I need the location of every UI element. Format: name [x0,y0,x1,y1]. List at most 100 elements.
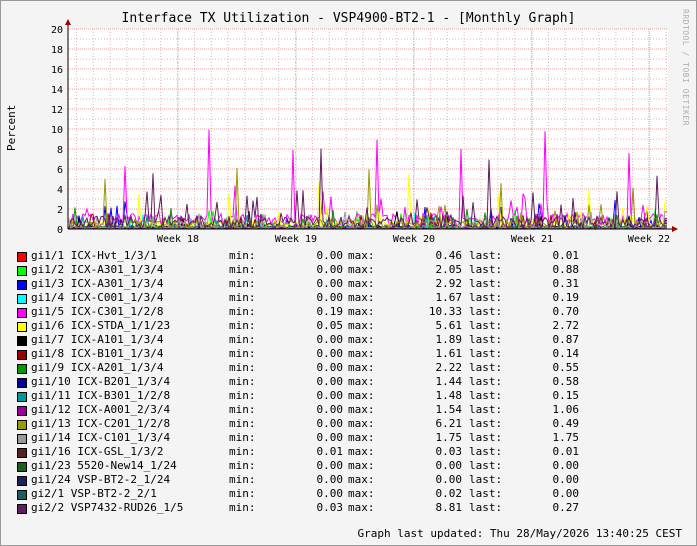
legend-swatch [17,350,27,360]
legend-min-value: 0.00 [316,403,344,416]
rrdtool-watermark: RRDTOOL / TOBI OETIKER [681,9,690,126]
legend-max-value: 1.44 [435,375,463,388]
legend-last-value: 0.58 [552,375,580,388]
x-axis-arrow [672,226,678,232]
legend-max-label: max: [348,473,375,486]
legend-last-label: last: [469,277,503,290]
legend-min-label: min: [229,361,256,374]
x-tick-label: Week 22 [628,234,670,245]
legend-max-value: 6.21 [435,417,463,430]
legend-min-label: min: [229,403,256,416]
legend-max-value: 0.00 [435,459,463,472]
y-tick-label: 2 [57,205,63,216]
legend-min-label: min: [229,389,256,402]
legend-max-value: 10.33 [428,305,462,318]
legend-swatch [17,504,27,514]
legend-min-label: min: [229,459,256,472]
legend-min-label: min: [229,375,256,388]
legend-last-label: last: [469,361,503,374]
y-tick-label: 8 [57,145,63,156]
legend-series-name: gi2/1 VSP-BT2-2_2/1 [31,487,157,500]
y-tick-label: 12 [51,105,63,116]
legend-min-label: min: [229,291,256,304]
legend-swatch [17,364,27,374]
legend-min-value: 0.00 [316,333,344,346]
legend-max-value: 8.81 [435,501,463,514]
legend-last-value: 0.88 [552,263,580,276]
legend-min-value: 0.05 [316,319,344,332]
legend-series-name: gi1/6 ICX-STDA_1/1/23 [31,319,171,332]
legend-max-value: 1.61 [435,347,463,360]
legend-min-label: min: [229,249,256,262]
legend-swatch [17,280,27,290]
chart-title: Interface TX Utilization - VSP4900-BT2-1… [121,11,576,26]
legend-max-label: max: [348,417,375,430]
legend-max-value: 1.67 [435,291,463,304]
x-tick-label: Week 19 [275,234,317,245]
legend-series-name: gi1/13 ICX-C201_1/2/8 [31,417,171,430]
legend-series-name: gi1/2 ICX-A301_1/3/4 [31,263,164,276]
legend-max-label: max: [348,375,375,388]
legend-last-value: 2.72 [552,319,580,332]
legend-min-label: min: [229,445,256,458]
y-tick-label: 0 [57,225,63,236]
legend-series-name: gi1/24 VSP-BT2-2_1/24 [31,473,171,486]
legend-max-value: 2.22 [435,361,463,374]
x-tick-label: Week 20 [393,234,435,245]
legend-last-value: 0.15 [552,389,580,402]
legend-min-label: min: [229,487,256,500]
legend-min-value: 0.01 [316,445,344,458]
legend-last-label: last: [469,487,503,500]
y-tick-label: 10 [51,125,63,136]
legend-last-value: 1.06 [552,403,580,416]
legend-max-value: 1.54 [435,403,463,416]
legend-last-value: 0.00 [552,459,580,472]
legend-min-value: 0.00 [316,347,344,360]
legend-swatch [17,294,27,304]
legend-min-label: min: [229,319,256,332]
legend-swatch [17,406,27,416]
y-tick-label: 16 [51,65,63,76]
legend-swatch [17,336,27,346]
legend-last-label: last: [469,375,503,388]
legend-swatch [17,490,27,500]
legend-max-value: 0.46 [435,249,463,262]
legend-min-value: 0.00 [316,375,344,388]
legend-last-value: 0.27 [552,501,580,514]
legend-min-label: min: [229,431,256,444]
legend-max-label: max: [348,501,375,514]
legend-swatch [17,462,27,472]
legend-max-label: max: [348,277,375,290]
legend-max-label: max: [348,333,375,346]
legend-max-value: 2.92 [435,277,463,290]
y-tick-label: 4 [57,185,63,196]
legend-series-name: gi1/23 5520-New14_1/24 [31,459,177,472]
legend-last-label: last: [469,431,503,444]
legend-swatch [17,434,27,444]
legend-max-label: max: [348,347,375,360]
legend-max-value: 0.02 [435,487,463,500]
legend-min-label: min: [229,417,256,430]
legend-min-value: 0.00 [316,459,344,472]
legend-max-value: 1.48 [435,389,463,402]
legend-min-label: min: [229,277,256,290]
legend-min-label: min: [229,501,256,514]
legend-min-value: 0.00 [316,263,344,276]
legend-min-value: 0.00 [316,431,344,444]
legend-min-value: 0.00 [316,417,344,430]
legend-last-label: last: [469,473,503,486]
legend-series-name: gi1/16 ICX-GSL_1/3/2 [31,445,164,458]
legend-series-name: gi1/3 ICX-A301_1/3/4 [31,277,164,290]
legend-last-value: 0.00 [552,473,580,486]
legend-min-value: 0.00 [316,487,344,500]
legend-series-name: gi1/9 ICX-A201_1/3/4 [31,361,164,374]
legend-max-label: max: [348,403,375,416]
legend-last-value: 0.00 [552,487,580,500]
legend-series-name: gi1/11 ICX-B301_1/2/8 [31,389,171,402]
plot-area: 0 2 4 6 8 10 12 14 16 18 20 Week 18 Week 19 Week 20 We… [51,19,678,245]
series-line [68,211,667,231]
legend-series-name: gi1/12 ICX-A001_2/3/4 [31,403,171,416]
legend-last-label: last: [469,263,503,276]
legend-last-value: 0.87 [552,333,580,346]
series-line [68,167,667,231]
